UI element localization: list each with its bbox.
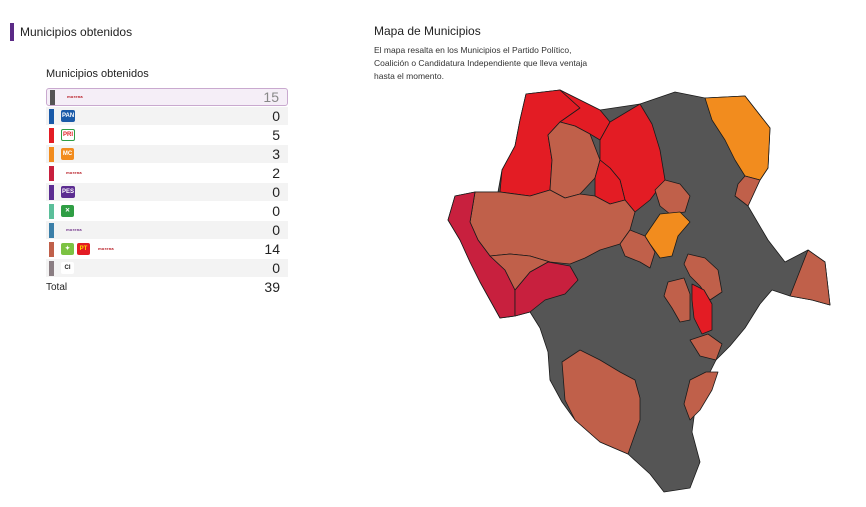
pvem-logo: ✦ <box>61 243 74 255</box>
total-count: 39 <box>264 279 280 295</box>
pri-logo: PRI <box>61 129 76 141</box>
party-logos: PRI <box>61 129 272 141</box>
municipality-count: 0 <box>272 108 280 124</box>
morena-logo: morena <box>66 227 82 232</box>
municipality-count: 3 <box>272 146 280 162</box>
party-logos: PAN <box>61 110 272 122</box>
result-row-morena-3[interactable]: morena 0 <box>46 221 288 239</box>
municipality-region[interactable] <box>691 283 713 335</box>
result-row-morena-2[interactable]: morena 2 <box>46 164 288 182</box>
map-description: El mapa resalta en los Municipios el Par… <box>374 45 588 81</box>
results-list: morena 15 PAN 0 PRI 5 MC 3 morena 2 PES 0 ✕ 0 morena 0 ✦… <box>46 88 288 277</box>
section-header: Municipios obtenidos <box>10 23 132 41</box>
municipality-region[interactable] <box>734 175 761 207</box>
party-logos: ✦ PT morena <box>61 243 264 255</box>
party-logos: morena <box>61 167 272 179</box>
result-row-ci[interactable]: CI 0 <box>46 259 288 277</box>
party-color-swatch <box>50 89 55 105</box>
ci-logo: CI <box>61 262 74 274</box>
pes-logo: PES <box>61 186 76 198</box>
party-color-swatch <box>49 108 54 124</box>
morena-logo: morena <box>67 94 83 99</box>
pvem-logo: ✕ <box>61 205 74 217</box>
municipality-region[interactable] <box>644 211 691 259</box>
municipality-region[interactable] <box>683 371 719 421</box>
party-color-swatch <box>49 127 54 143</box>
party-logos: morena <box>62 91 263 103</box>
party-logos: ✕ <box>61 205 272 217</box>
pan-logo: PAN <box>61 110 76 122</box>
morena-logo: morena <box>98 246 114 251</box>
morena-logo: morena <box>66 170 82 175</box>
section-title: Municipios obtenidos <box>20 25 133 39</box>
party-color-swatch <box>49 184 54 200</box>
municipality-count: 14 <box>264 241 280 257</box>
total-label: Total <box>46 281 68 293</box>
party-logos: morena <box>61 224 272 236</box>
municipality-count: 0 <box>272 203 280 219</box>
municipality-count: 2 <box>272 165 280 181</box>
results-panel: Municipios obtenidos morena 15 PAN 0 PRI 5 MC 3… <box>46 68 288 296</box>
result-row-mc[interactable]: MC 3 <box>46 145 288 163</box>
party-logos: MC <box>61 148 272 160</box>
pt-logo: PT <box>77 243 90 255</box>
municipality-count: 5 <box>272 127 280 143</box>
party-logos: CI <box>61 262 272 274</box>
result-row-pan[interactable]: PAN 0 <box>46 107 288 125</box>
party-color-swatch <box>49 241 54 257</box>
municipality-count: 0 <box>272 260 280 276</box>
result-row-pes[interactable]: PES 0 <box>46 183 288 201</box>
party-color-swatch <box>49 203 54 219</box>
result-row-pvem[interactable]: ✕ 0 <box>46 202 288 220</box>
party-color-swatch <box>49 260 54 276</box>
result-row-coalicion-morena-pt-pvem[interactable]: ✦ PT morena 14 <box>46 240 288 258</box>
municipality-count: 0 <box>272 222 280 238</box>
party-color-swatch <box>49 222 54 238</box>
map-title: Mapa de Municipios <box>374 24 481 38</box>
result-row-pri[interactable]: PRI 5 <box>46 126 288 144</box>
party-color-swatch <box>49 146 54 162</box>
municipality-region[interactable] <box>619 229 656 269</box>
municipality-region[interactable] <box>489 253 551 291</box>
municipality-region[interactable] <box>689 333 723 361</box>
municipality-count: 0 <box>272 184 280 200</box>
map-regions <box>447 89 831 493</box>
result-row-morena[interactable]: morena 15 <box>46 88 288 106</box>
total-row: Total 39 <box>46 278 288 296</box>
party-color-swatch <box>49 165 54 181</box>
municipality-region[interactable] <box>654 179 691 215</box>
municipality-region[interactable] <box>663 277 691 323</box>
party-logos: PES <box>61 186 272 198</box>
movimiento-ciudadano-logo: MC <box>61 148 74 160</box>
section-accent-bar <box>10 23 14 41</box>
municipality-region[interactable] <box>561 349 641 455</box>
results-heading: Municipios obtenidos <box>46 68 149 80</box>
municipality-region[interactable] <box>789 249 831 306</box>
municipality-count: 15 <box>263 89 279 105</box>
